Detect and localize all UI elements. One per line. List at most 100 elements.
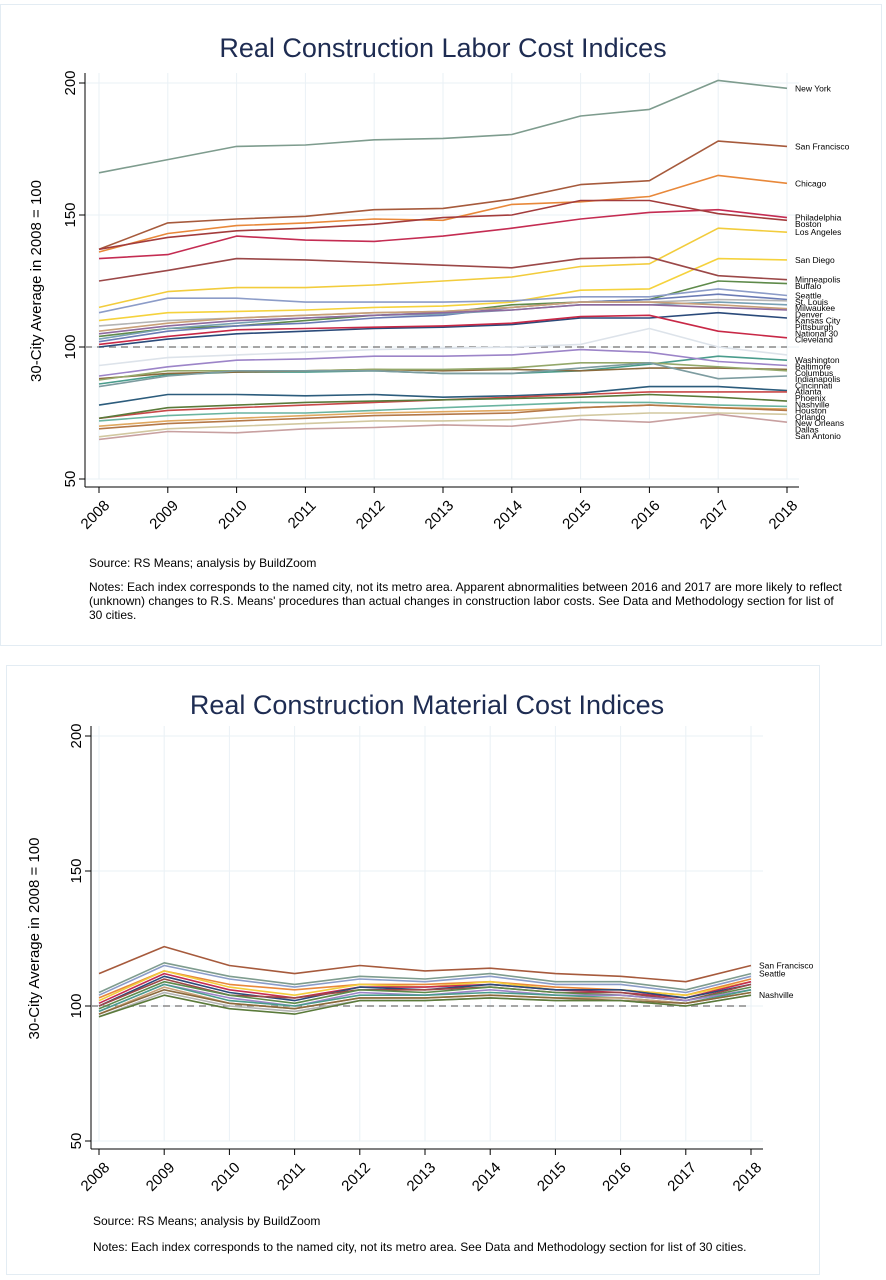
series-line-unlabeled [98, 978, 752, 1007]
x-tick-label: 2017 [664, 1159, 700, 1195]
series-line-unlabeled [98, 988, 752, 1015]
end-label-chicago: Chicago [795, 178, 826, 188]
chart-title: Real Construction Labor Cost Indices [219, 33, 666, 63]
series-line-unlabeled [98, 964, 752, 996]
end-label-san-antonio: San Antonio [795, 431, 841, 441]
series-line-nashville [98, 393, 788, 420]
series-line-san-francisco [98, 945, 752, 983]
end-label-pittsburgh: Pittsburgh [795, 322, 834, 332]
end-label-dallas: Dallas [795, 425, 819, 435]
end-label-denver: Denver [795, 309, 823, 319]
series-line-unlabeled [98, 972, 752, 1005]
series-line-philadelphia [98, 208, 788, 260]
series-line-new-orleans [98, 404, 788, 430]
series-line-denver [98, 301, 788, 340]
material-chart-panel: Real Construction Material Cost Indices 5… [6, 665, 820, 1275]
chart-title: Real Construction Material Cost Indices [190, 690, 664, 720]
series-line-st-louis [98, 293, 788, 343]
end-label-san-francisco: San Francisco [759, 961, 814, 971]
series-line-nashville [98, 994, 752, 1018]
end-label-san-francisco: San Francisco [795, 141, 850, 151]
series-line-indianapolis [98, 361, 788, 381]
y-axis-label: 30-City Average in 2008 = 100 [28, 180, 45, 382]
end-label-nashville: Nashville [759, 990, 794, 1000]
x-tick-label: 2016 [599, 1159, 635, 1195]
x-tick-label: 2010 [208, 1159, 244, 1195]
x-tick-label: 2015 [534, 1159, 570, 1195]
end-label-boston: Boston [795, 219, 822, 229]
x-tick-label: 2017 [697, 497, 733, 533]
series-line-baltimore [98, 348, 788, 377]
grid-lines [91, 726, 763, 1142]
end-label-phoenix: Phoenix [795, 393, 826, 403]
y-tick-label: 50 [62, 471, 79, 488]
series-line-san-antonio [98, 413, 788, 441]
x-tick-label: 2010 [215, 497, 251, 533]
end-label-indianapolis: Indianapolis [795, 374, 840, 384]
labor-cost-chart: Real Construction Labor Cost Indices 50 10… [28, 33, 850, 533]
y-tick-label: 200 [68, 723, 85, 748]
end-label-houston: Houston [795, 406, 827, 416]
series-line-atlanta [98, 385, 788, 406]
y-tick-label: 100 [68, 993, 85, 1018]
y-tick-label: 50 [68, 1133, 85, 1150]
end-label-st-louis: St. Louis [795, 297, 828, 307]
series-line-new-york [98, 79, 788, 174]
end-label-philadelphia: Philadelphia [795, 213, 842, 223]
x-tick-label: 2008 [78, 1159, 114, 1195]
y-tick-label: 200 [62, 70, 79, 95]
series-line-san-francisco [98, 140, 788, 251]
x-tick-label: 2011 [285, 497, 320, 532]
x-tick-label: 2012 [353, 497, 389, 533]
y-tick-label: 150 [62, 202, 79, 227]
material-source-note: Source: RS Means; analysis by BuildZoom [93, 1214, 321, 1228]
end-labels: New York San Francisco Chicago Philadelphia… [795, 83, 850, 441]
series-lines [98, 945, 752, 1018]
series-line-san-diego [98, 257, 788, 322]
x-tick-label: 2013 [404, 1159, 440, 1195]
x-tick-label: 2018 [766, 497, 802, 533]
series-line-pittsburgh [98, 303, 788, 335]
labor-chart-panel: Real Construction Labor Cost Indices 50 10… [0, 4, 882, 646]
end-label-cincinnati: Cincinnati [795, 380, 832, 390]
series-line-chicago [98, 174, 788, 253]
end-label-new-orleans: New Orleans [795, 418, 844, 428]
x-tick-label: 2011 [274, 1159, 309, 1194]
end-label-baltimore: Baltimore [795, 362, 831, 372]
y-axis-label: 30-City Average in 2008 = 100 [26, 838, 43, 1040]
x-tick-label: 2014 [490, 497, 526, 533]
x-tick-label: 2018 [730, 1159, 766, 1195]
end-label-cleveland: Cleveland [795, 335, 833, 345]
x-tick-label: 2009 [146, 497, 182, 533]
end-label-orlando: Orlando [795, 412, 826, 422]
end-label-seattle: Seattle [759, 969, 786, 979]
end-label-seattle: Seattle [795, 291, 822, 301]
end-label-national-30: National 30 [795, 328, 838, 338]
end-label-san-diego: San Diego [795, 255, 835, 265]
series-line-cincinnati [98, 361, 788, 388]
y-tick-label: 150 [68, 858, 85, 883]
series-line-dallas [98, 412, 788, 438]
end-label-atlanta: Atlanta [795, 387, 822, 397]
series-lines [98, 79, 788, 441]
series-line-houston [98, 401, 788, 422]
end-label-minneapolis: Minneapolis [795, 275, 840, 285]
material-methodology-note: Notes: Each index corresponds to the nam… [93, 1240, 747, 1254]
end-label-new-york: New York [795, 83, 832, 93]
series-line-kansas-city [98, 301, 788, 332]
end-label-milwaukee: Milwaukee [795, 303, 835, 313]
labor-source-note: Source: RS Means; analysis by BuildZoom [89, 556, 317, 570]
end-label-columbus: Columbus [795, 368, 833, 378]
x-tick-label: 2008 [78, 497, 114, 533]
x-tick-label: 2015 [559, 497, 595, 533]
series-line-seattle [98, 961, 752, 994]
series-line-cleveland [98, 314, 788, 346]
series-line-national-30 [98, 311, 788, 348]
x-tick-label: 2009 [143, 1159, 179, 1195]
end-label-nashville: Nashville [795, 399, 830, 409]
x-tick-label: 2013 [422, 497, 458, 533]
series-line-los-angeles [98, 227, 788, 309]
series-line-seattle [98, 288, 788, 314]
end-label-washington: Washington [795, 355, 840, 365]
